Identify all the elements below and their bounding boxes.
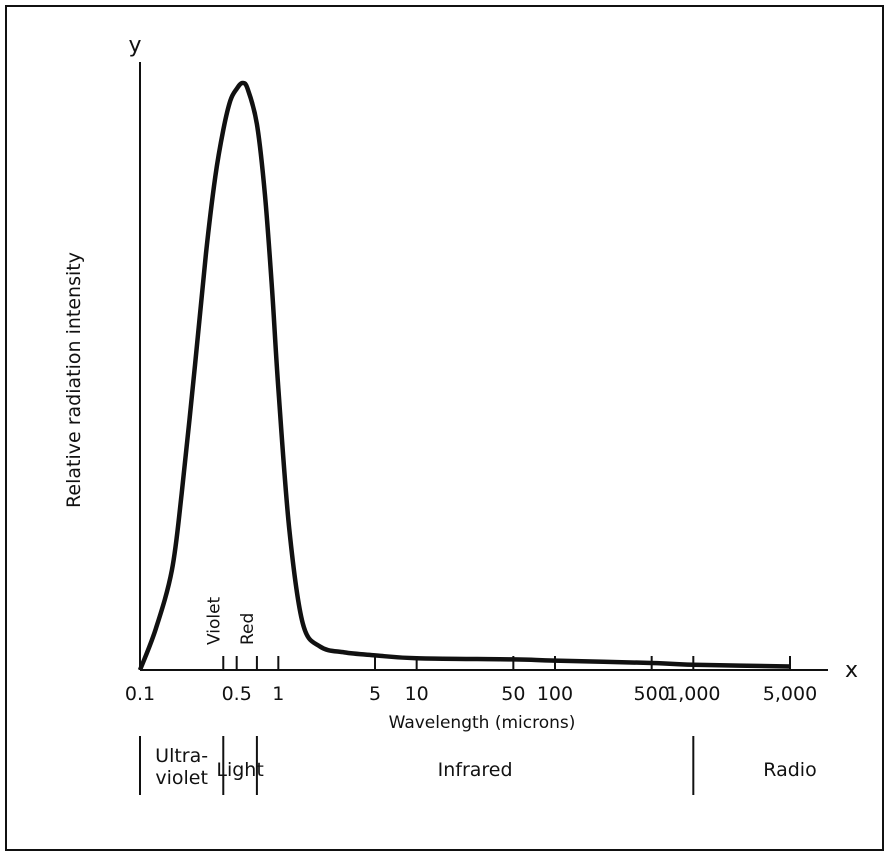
wavelength-marker-red: Red <box>238 613 258 645</box>
spectrum-bands: Ultra-violet Light Infrared Radio <box>139 736 817 795</box>
wavelength-marker-violet: Violet <box>204 596 224 645</box>
y-axis-label: Relative radiation intensity <box>63 252 85 508</box>
x-tick-label: 0.1 <box>125 683 155 705</box>
x-tick-label: 1,000 <box>666 683 720 705</box>
band-label: Light <box>216 759 263 781</box>
x-tick-label: 5 <box>369 683 381 705</box>
band-label: Radio <box>763 759 816 781</box>
wavelength-markers: Violet Red <box>204 596 258 645</box>
band-label: Ultra- <box>155 745 208 767</box>
band-label: violet <box>155 767 208 789</box>
x-tick-label: 50 <box>501 683 525 705</box>
chart-frame <box>5 5 884 851</box>
x-tick-label: 10 <box>405 683 429 705</box>
x-tick-label: 100 <box>537 683 573 705</box>
x-tick-label: 1 <box>272 683 284 705</box>
x-axis-letter: x <box>845 658 858 683</box>
band-label: Infrared <box>438 759 513 781</box>
x-tick-label: 0.5 <box>222 683 252 705</box>
x-axis-label: Wavelength (microns) <box>389 713 576 733</box>
x-tick-label: 5,000 <box>763 683 817 705</box>
y-axis-letter: y <box>128 33 141 58</box>
x-tick-label: 500 <box>634 683 670 705</box>
series-line <box>137 80 791 671</box>
